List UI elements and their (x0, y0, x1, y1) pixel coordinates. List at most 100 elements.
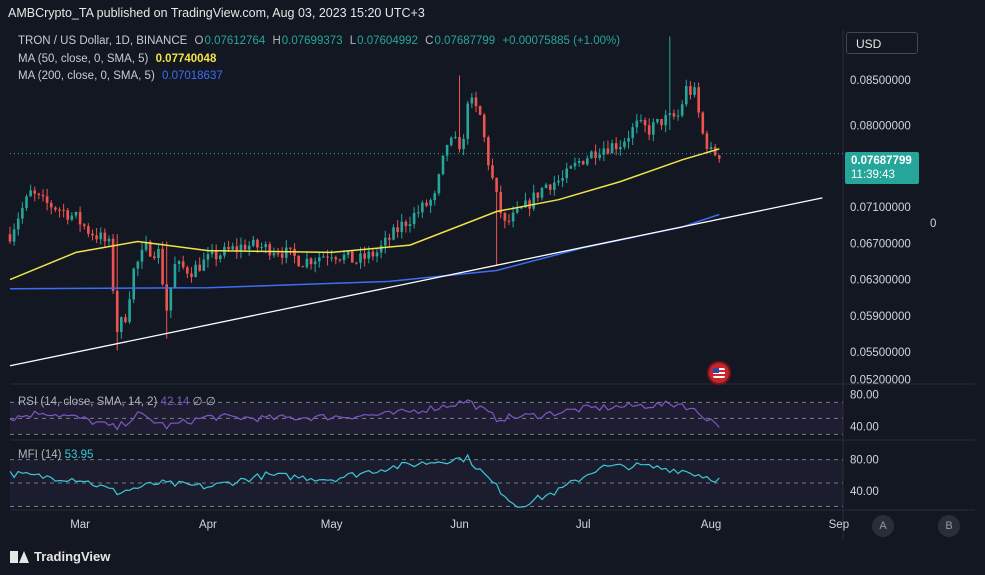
candle-body (210, 250, 214, 255)
candle (627, 130, 630, 149)
rsi-legend[interactable]: RSI (14, close, SMA, 14, 2) 42.14 ∅ ∅ (18, 394, 216, 408)
candle (680, 100, 684, 118)
candle (705, 130, 709, 155)
tradingview-logo-icon (10, 550, 29, 563)
candle-body (338, 259, 342, 261)
candle-body (144, 241, 148, 250)
ma50-line (9, 148, 720, 281)
candle-body (536, 192, 540, 198)
candle (392, 224, 395, 241)
candle-body (482, 114, 486, 138)
us-flag-icon[interactable] (707, 361, 731, 385)
candle-body (346, 251, 350, 255)
candle-body (664, 115, 667, 126)
candle (573, 157, 577, 170)
candle-body (404, 221, 408, 227)
candle-body (705, 133, 709, 150)
candle-body (280, 253, 284, 258)
candle-body (474, 97, 478, 107)
candle (441, 155, 445, 176)
candle (693, 82, 696, 98)
candle-body (305, 258, 309, 268)
candle-body (445, 144, 449, 156)
time-tick-label: May (321, 519, 343, 531)
candle-body (62, 209, 65, 211)
candle (672, 109, 676, 120)
candle-body (577, 160, 581, 163)
open-label: O (194, 35, 204, 47)
candle-body (697, 87, 700, 113)
auto-scale-button[interactable]: A (872, 515, 894, 537)
candle (317, 251, 321, 268)
candle (140, 242, 144, 269)
publisher-caption: AMBCrypto_TA published on TradingView.co… (8, 6, 425, 20)
candle (247, 241, 251, 256)
mfi-legend[interactable]: MFI (14) 53.95 (18, 449, 93, 461)
candle (144, 235, 148, 253)
candle (74, 211, 78, 219)
symbol-name[interactable]: TRON / US Dollar, 1D, BINANCE (18, 35, 188, 47)
candle (99, 227, 103, 245)
candle-body (454, 136, 457, 138)
candle-body (590, 151, 593, 159)
candle (66, 208, 70, 225)
candle (214, 244, 218, 267)
candle (103, 228, 107, 247)
ma200-label: MA (200, close, 0, SMA, 5) (18, 70, 155, 82)
candle-body (235, 246, 239, 251)
candle (511, 206, 515, 228)
candle-body (21, 207, 24, 219)
candle-body (656, 119, 659, 123)
candle-body (388, 237, 391, 240)
candle (293, 242, 296, 264)
candle (400, 213, 404, 239)
ma200-legend[interactable]: MA (200, close, 0, SMA, 5) 0.07018637 (18, 70, 227, 82)
candle (487, 135, 490, 171)
candle-body (643, 119, 647, 126)
candle-body (639, 119, 643, 121)
candle-body (37, 193, 41, 195)
rsi-line (9, 399, 720, 431)
ma50-value: 0.07740048 (155, 53, 217, 65)
candle (219, 253, 222, 263)
close-value: 0.07687799 (434, 35, 496, 47)
time-tick-label: Jul (576, 519, 591, 531)
ma50-legend[interactable]: MA (50, close, 0, SMA, 5) 0.07740048 (18, 53, 220, 65)
candle-body (553, 182, 556, 190)
candle (631, 123, 634, 146)
candle (445, 144, 449, 162)
mfi-tick-label: 40.00 (850, 486, 879, 498)
candle-body (680, 104, 684, 116)
candle-body (713, 147, 717, 156)
bar-countdown: 11:39:43 (851, 169, 895, 181)
candle (45, 188, 49, 211)
candle-body (342, 254, 346, 261)
candle-body (247, 245, 251, 250)
price-tick-label: 0.06700000 (850, 238, 911, 250)
candle-body (429, 200, 432, 206)
candle-body (383, 237, 387, 246)
candle-body (252, 239, 255, 246)
candle (194, 260, 197, 278)
time-tick-label: Aug (701, 519, 721, 531)
candle (235, 238, 239, 259)
currency-button[interactable]: USD (846, 32, 918, 54)
candle (157, 244, 160, 264)
candle (594, 144, 597, 166)
candle (87, 223, 90, 238)
candle-body (330, 257, 333, 259)
candle (181, 255, 185, 270)
rsi-tick-label: 80.00 (850, 389, 879, 401)
candle (639, 114, 643, 123)
candle (342, 250, 346, 265)
b-scale-button[interactable]: B (938, 515, 960, 537)
candle-body (647, 125, 651, 135)
candle-body (478, 106, 482, 115)
candle-body (256, 239, 259, 248)
candle (309, 256, 313, 270)
candle-body (297, 256, 300, 267)
candle (557, 175, 560, 186)
candle (272, 247, 276, 258)
candle-body (421, 202, 424, 213)
